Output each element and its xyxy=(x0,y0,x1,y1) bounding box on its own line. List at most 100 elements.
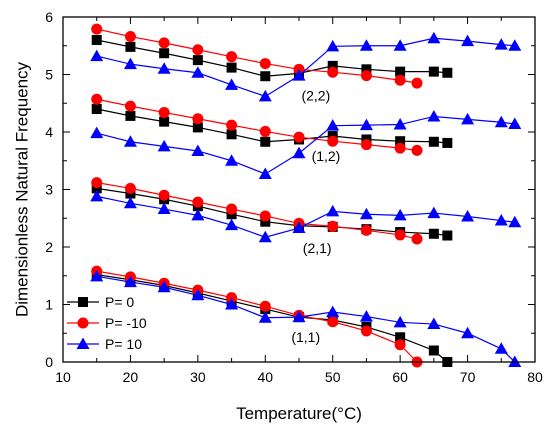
data-point xyxy=(192,44,204,56)
data-point xyxy=(123,196,137,209)
data-point xyxy=(442,67,453,78)
x-axis-title: Temperature(°C) xyxy=(236,404,362,423)
data-point xyxy=(393,208,407,221)
data-point xyxy=(225,154,239,166)
data-point xyxy=(427,31,441,44)
y-tick-label: 5 xyxy=(45,67,53,83)
data-point xyxy=(394,339,406,351)
data-point xyxy=(91,177,103,189)
y-tick-label: 3 xyxy=(45,182,53,198)
data-point xyxy=(428,345,439,356)
data-point xyxy=(508,117,522,129)
data-point xyxy=(327,220,339,232)
data-point xyxy=(427,109,441,122)
data-point xyxy=(359,207,373,220)
data-point xyxy=(292,69,306,81)
data-point xyxy=(225,78,239,90)
series-line xyxy=(96,275,516,363)
data-point xyxy=(124,100,136,112)
series-line xyxy=(96,274,448,363)
data-point xyxy=(125,110,136,121)
series-triangle-5 xyxy=(90,109,522,179)
mode-label: (1,1) xyxy=(291,329,320,345)
data-point xyxy=(292,146,306,159)
data-point xyxy=(91,35,102,45)
data-point xyxy=(494,38,508,50)
data-point xyxy=(125,41,136,52)
x-tick-label: 80 xyxy=(527,369,543,385)
data-point xyxy=(191,208,205,221)
data-point xyxy=(292,310,306,323)
data-point xyxy=(259,300,271,312)
data-point xyxy=(359,118,373,131)
mode-label: (2,2) xyxy=(301,87,330,103)
data-point xyxy=(157,62,171,74)
data-point xyxy=(394,142,406,154)
data-point xyxy=(461,34,475,47)
annotations: (2,2) (1,2) (2,1) (1,1) xyxy=(291,87,340,345)
series-line xyxy=(96,115,515,175)
data-point xyxy=(359,39,373,51)
x-tick-label: 10 xyxy=(55,369,71,385)
legend-marker xyxy=(78,297,88,307)
series-triangle-8 xyxy=(90,189,522,243)
legend-label: P= 0 xyxy=(105,294,134,310)
y-tick-label: 1 xyxy=(45,297,53,313)
data-point xyxy=(326,305,340,317)
data-point xyxy=(192,122,203,133)
data-point xyxy=(226,119,238,131)
data-point xyxy=(259,125,271,137)
data-point xyxy=(394,229,406,241)
legend-item: P= 0 xyxy=(67,294,134,310)
data-point xyxy=(327,60,338,71)
data-point xyxy=(359,310,373,322)
data-point xyxy=(428,136,439,147)
data-point xyxy=(158,106,170,118)
mode-label: (1,2) xyxy=(312,148,341,164)
y-tick-label: 4 xyxy=(45,124,53,140)
data-point xyxy=(192,196,204,208)
data-point xyxy=(292,221,306,234)
x-tick-label: 60 xyxy=(392,369,408,385)
data-point xyxy=(123,135,137,147)
legend-label: P= -10 xyxy=(105,315,147,331)
x-tick-label: 70 xyxy=(460,369,476,385)
data-point xyxy=(494,214,508,226)
data-point xyxy=(326,39,340,52)
data-point xyxy=(157,280,171,293)
data-point xyxy=(326,119,340,131)
data-point xyxy=(327,66,339,78)
data-point xyxy=(159,116,170,127)
legend-item: P= 10 xyxy=(67,336,142,352)
y-tick-label: 2 xyxy=(45,239,53,255)
data-point xyxy=(260,216,271,227)
series-circle-4 xyxy=(91,93,423,156)
series-triangle-11 xyxy=(90,269,522,367)
data-point xyxy=(361,64,372,75)
data-point xyxy=(159,48,170,59)
data-point xyxy=(293,131,305,143)
data-point xyxy=(394,74,406,86)
data-point xyxy=(91,23,103,35)
data-point xyxy=(326,204,340,217)
data-point xyxy=(393,118,407,130)
x-tick-label: 40 xyxy=(257,369,273,385)
data-point xyxy=(157,202,171,215)
data-point xyxy=(327,316,339,328)
data-point xyxy=(442,230,453,241)
data-point xyxy=(508,39,522,51)
data-point xyxy=(123,57,137,70)
data-point xyxy=(360,224,372,236)
data-point xyxy=(428,66,439,77)
data-point xyxy=(494,342,508,354)
data-point xyxy=(461,112,475,125)
legend-marker xyxy=(77,317,89,329)
series-triangle-2 xyxy=(90,31,522,102)
data-point xyxy=(225,218,239,231)
data-point xyxy=(158,189,170,201)
data-point xyxy=(461,210,475,222)
data-point xyxy=(428,228,439,239)
data-point xyxy=(508,355,522,367)
data-point xyxy=(258,311,272,323)
data-point xyxy=(226,203,238,215)
